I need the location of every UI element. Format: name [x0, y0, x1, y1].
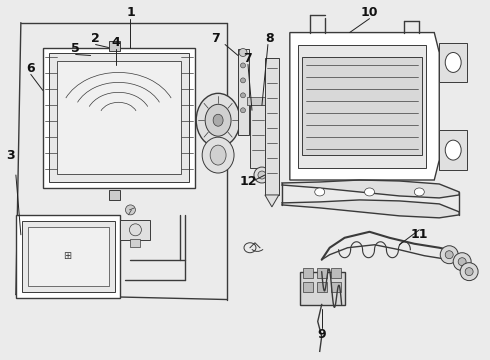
Ellipse shape	[453, 253, 471, 271]
Ellipse shape	[26, 230, 36, 240]
Ellipse shape	[458, 258, 466, 266]
Ellipse shape	[365, 188, 374, 196]
Polygon shape	[22, 221, 115, 292]
Polygon shape	[265, 58, 279, 195]
Polygon shape	[238, 49, 249, 135]
Bar	[331, 268, 341, 278]
Polygon shape	[250, 105, 266, 168]
Ellipse shape	[315, 188, 325, 196]
Ellipse shape	[210, 145, 226, 165]
Polygon shape	[298, 45, 426, 168]
Text: 8: 8	[266, 32, 274, 45]
Ellipse shape	[415, 188, 424, 196]
Polygon shape	[57, 62, 181, 174]
Bar	[317, 282, 327, 292]
Text: 2: 2	[91, 32, 100, 45]
Ellipse shape	[445, 53, 461, 72]
Polygon shape	[108, 190, 121, 200]
Ellipse shape	[445, 140, 461, 160]
Polygon shape	[439, 42, 467, 82]
Polygon shape	[49, 54, 189, 182]
Ellipse shape	[241, 63, 245, 68]
Ellipse shape	[239, 49, 247, 57]
Polygon shape	[302, 58, 422, 155]
Text: 10: 10	[361, 6, 378, 19]
Bar	[130, 239, 141, 247]
Ellipse shape	[241, 108, 245, 113]
Bar	[300, 272, 344, 305]
Text: 7: 7	[211, 32, 220, 45]
Polygon shape	[28, 227, 108, 285]
Text: 6: 6	[26, 62, 35, 75]
Ellipse shape	[129, 224, 142, 236]
Ellipse shape	[241, 93, 245, 98]
Ellipse shape	[445, 251, 453, 259]
Polygon shape	[43, 48, 195, 188]
Text: 9: 9	[318, 328, 326, 341]
Polygon shape	[265, 195, 279, 207]
Text: 3: 3	[6, 149, 15, 162]
Text: 11: 11	[411, 228, 428, 241]
Ellipse shape	[213, 114, 223, 126]
Polygon shape	[290, 32, 439, 180]
Bar	[303, 268, 313, 278]
Text: 4: 4	[111, 36, 120, 49]
Ellipse shape	[125, 205, 135, 215]
Ellipse shape	[196, 93, 240, 147]
Polygon shape	[108, 41, 121, 50]
Ellipse shape	[258, 171, 266, 179]
Ellipse shape	[205, 104, 231, 136]
Ellipse shape	[241, 78, 245, 83]
Polygon shape	[439, 130, 467, 170]
Ellipse shape	[440, 246, 458, 264]
Bar	[317, 268, 327, 278]
Ellipse shape	[465, 268, 473, 276]
Polygon shape	[16, 215, 121, 298]
Polygon shape	[247, 97, 269, 105]
Text: 5: 5	[71, 42, 80, 55]
Polygon shape	[282, 180, 459, 218]
Bar	[331, 282, 341, 292]
Ellipse shape	[254, 167, 270, 183]
Bar	[303, 282, 313, 292]
Text: ⊞: ⊞	[64, 251, 72, 261]
Ellipse shape	[460, 263, 478, 280]
Text: 7: 7	[244, 52, 252, 65]
Text: 1: 1	[126, 6, 135, 19]
Text: 12: 12	[239, 175, 257, 189]
Bar	[121, 220, 150, 240]
Ellipse shape	[202, 137, 234, 173]
